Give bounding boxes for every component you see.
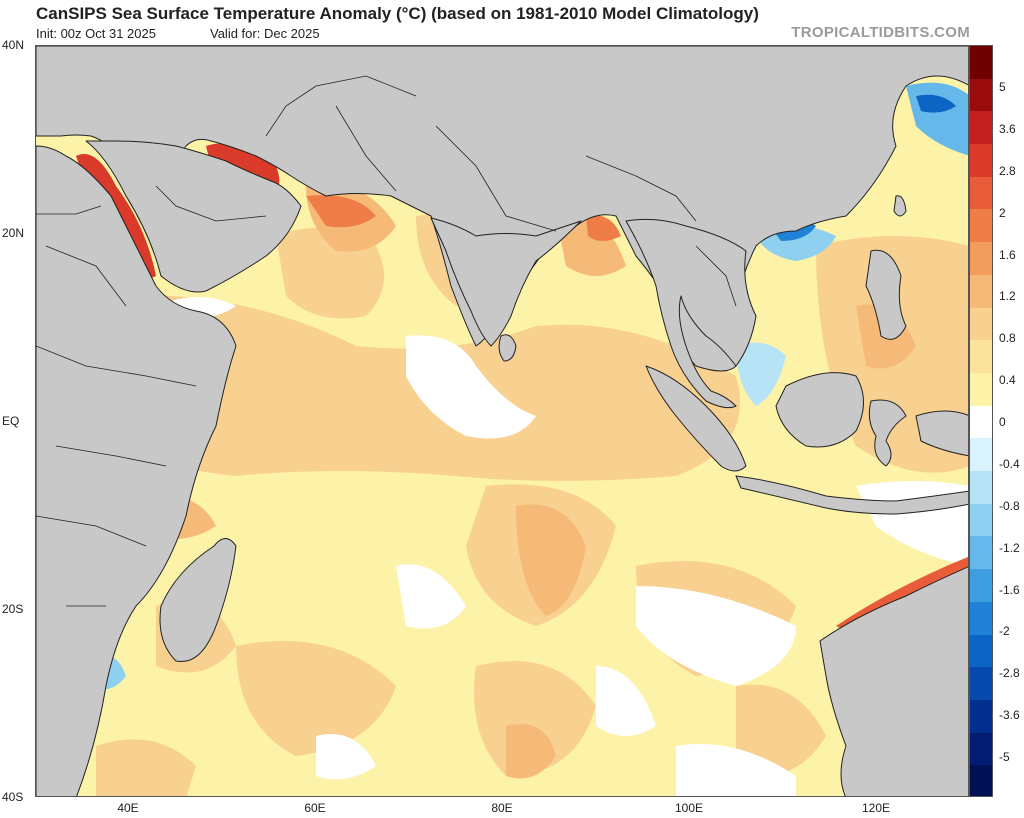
colorbar-segment <box>970 340 992 374</box>
lon-label-40e: 40E <box>117 801 139 815</box>
colorbar-label: 1.6 <box>999 247 1016 262</box>
colorbar-label: 3.6 <box>999 121 1016 136</box>
map-area <box>35 45 969 797</box>
colorbar-segment <box>970 242 992 276</box>
colorbar-label: -5 <box>999 750 1010 764</box>
colorbar-segment <box>970 765 992 796</box>
colorbar-label: -2 <box>999 624 1010 639</box>
colorbar-label: -2.8 <box>999 666 1020 681</box>
init-time: Init: 00z Oct 31 2025 <box>36 26 156 41</box>
colorbar-segment <box>970 111 992 145</box>
colorbar-segment <box>970 634 992 668</box>
source-watermark: TROPICALTIDBITS.COM <box>791 24 970 41</box>
lat-label-40s: 40S <box>2 790 24 804</box>
lat-label-eq: EQ <box>2 414 20 428</box>
colorbar-segment <box>970 405 992 439</box>
valid-time: Valid for: Dec 2025 <box>210 26 320 41</box>
colorbar-segment <box>970 699 992 734</box>
colorbar-segment <box>970 569 992 603</box>
lat-label-40n: 40N <box>2 38 25 52</box>
colorbar-label: -1.6 <box>999 582 1020 597</box>
colorbar-segment <box>970 601 992 635</box>
colorbar-segment <box>970 503 992 537</box>
colorbar-segment <box>970 144 992 178</box>
colorbar-segment <box>970 176 992 210</box>
lon-label-120e: 120E <box>861 801 891 815</box>
colorbar-label: 0 <box>999 415 1006 429</box>
colorbar-label: 0.4 <box>999 373 1016 388</box>
colorbar-label: 2.8 <box>999 163 1016 178</box>
colorbar-segment <box>970 438 992 472</box>
sst-field <box>36 46 968 796</box>
colorbar-label: 0.8 <box>999 331 1016 346</box>
colorbar-segment <box>970 209 992 243</box>
colorbar <box>969 45 993 797</box>
colorbar-label: 1.2 <box>999 289 1016 304</box>
colorbar-segment <box>970 536 992 570</box>
map-title: CanSIPS Sea Surface Temperature Anomaly … <box>36 4 759 23</box>
lon-label-60e: 60E <box>304 801 326 815</box>
lon-label-100e: 100E <box>674 801 704 815</box>
lat-label-20s: 20S <box>2 602 24 616</box>
colorbar-segment <box>970 78 992 112</box>
colorbar-label: -0.4 <box>999 456 1020 471</box>
colorbar-segment <box>970 307 992 341</box>
colorbar-segment <box>970 471 992 505</box>
colorbar-label: 5 <box>999 80 1006 94</box>
colorbar-label: -1.2 <box>999 540 1020 555</box>
colorbar-label: -0.8 <box>999 498 1020 513</box>
colorbar-segment <box>970 732 992 766</box>
lon-label-80e: 80E <box>491 801 513 815</box>
colorbar-segment <box>970 667 992 701</box>
country-borders <box>36 75 737 607</box>
lat-label-20n: 20N <box>2 226 25 240</box>
land <box>36 46 968 796</box>
colorbar-label: 2 <box>999 205 1006 220</box>
colorbar-label: -3.6 <box>999 708 1020 723</box>
colorbar-segment <box>970 372 992 407</box>
colorbar-segment <box>970 46 992 80</box>
colorbar-segment <box>970 274 992 309</box>
